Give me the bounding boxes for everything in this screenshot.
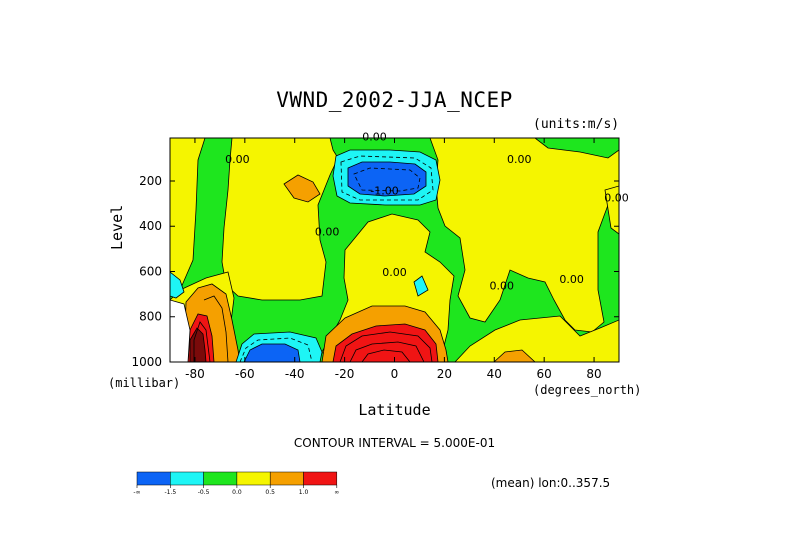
region-yellow-far-north (604, 185, 619, 235)
region-cyan-polar (170, 271, 185, 299)
contour-line-solid-5 (203, 295, 229, 362)
x-axis-ticks: -80 -60 -40 -20 0 20 40 60 80 (185, 138, 602, 381)
region-yellow-north (429, 138, 619, 333)
region-blue-sh-surface (243, 343, 301, 362)
contour-label: 0.00 (225, 153, 250, 166)
x-axis-unit: (degrees_north) (533, 383, 642, 397)
contour-label: 0.00 (559, 273, 584, 286)
contour-line-dashed-1 (340, 155, 434, 201)
colorbar-label: -1.5 (164, 489, 176, 496)
contour-line-dashed-3 (239, 337, 313, 362)
contour-field (170, 138, 619, 362)
contour-line-solid-3 (361, 349, 411, 362)
y-tick-label: 600 (139, 264, 162, 278)
contour-label: -1.00 (370, 185, 398, 198)
colorbar-swatch (236, 471, 271, 486)
y-tick-label: 800 (139, 310, 162, 324)
longitude-mean-note: (mean) lon:0..357.5 (491, 476, 611, 490)
contour-line-solid-4 (193, 321, 211, 362)
x-tick-label: -60 (235, 367, 255, 381)
x-tick-label: -40 (285, 367, 305, 381)
region-yellow-north-east (454, 315, 619, 362)
contour-line-solid-1 (339, 331, 433, 362)
contour-label: 0.00 (362, 130, 387, 143)
colorbar-label: 1.0 (299, 489, 309, 496)
x-tick-label: 40 (487, 367, 502, 381)
colorbar-label: ∞ (334, 489, 339, 496)
y-tick-label: 400 (139, 219, 162, 233)
x-tick-label: -80 (185, 367, 205, 381)
x-tick-label: 0 (391, 367, 399, 381)
y-tick-label: 200 (139, 174, 162, 188)
colorbar-label: -∞ (133, 489, 140, 496)
contour-label: 0.00 (382, 266, 407, 279)
colorbar-label: 0.5 (265, 489, 275, 496)
colorbar-swatch (303, 471, 338, 486)
region-missing-data (170, 299, 191, 362)
region-blue-upper-tropics (347, 161, 427, 197)
x-tick-label: 20 (437, 367, 452, 381)
colorbar-label: 0.0 (232, 489, 242, 496)
contour-label: 0.00 (507, 153, 532, 166)
contour-interval-note: CONTOUR INTERVAL = 5.000E-01 (293, 436, 496, 450)
contour-label: 0.00 (490, 280, 515, 293)
colorbar-label: -0.5 (198, 489, 210, 496)
region-orange-sh-mid (283, 174, 321, 203)
contour-label: 0.00 (604, 191, 629, 204)
y-axis-ticks: 200 400 600 800 1000 (131, 174, 619, 369)
y-tick-label: 1000 (131, 355, 162, 369)
colorbar-swatch (170, 471, 204, 486)
colorbar-swatch (203, 471, 238, 486)
contour-labels: 0.00 0.00 0.00 -1.00 0.00 0.00 0.00 0.00 0.00 (225, 130, 629, 292)
x-tick-label: -20 (335, 367, 355, 381)
colorbar-swatch (136, 471, 171, 486)
x-tick-label: 80 (586, 367, 601, 381)
colorbar: -∞ -1.5 -0.5 0.0 0.5 1.0 ∞ (133, 471, 339, 496)
units-note: (units:m/s) (533, 117, 620, 132)
contour-line-solid-2 (349, 341, 425, 362)
region-cyan-nh (413, 275, 429, 297)
x-axis-label: Latitude (358, 401, 431, 419)
x-tick-label: 60 (537, 367, 552, 381)
contour-label: 0.00 (315, 225, 340, 238)
chart-title: VWND_2002-JJA_NCEP (276, 88, 513, 112)
contour-line-dashed-2 (353, 167, 421, 192)
y-axis-unit: (millibar) (108, 376, 181, 390)
colorbar-swatch (269, 471, 304, 486)
region-orange-nh-surface (493, 349, 536, 362)
